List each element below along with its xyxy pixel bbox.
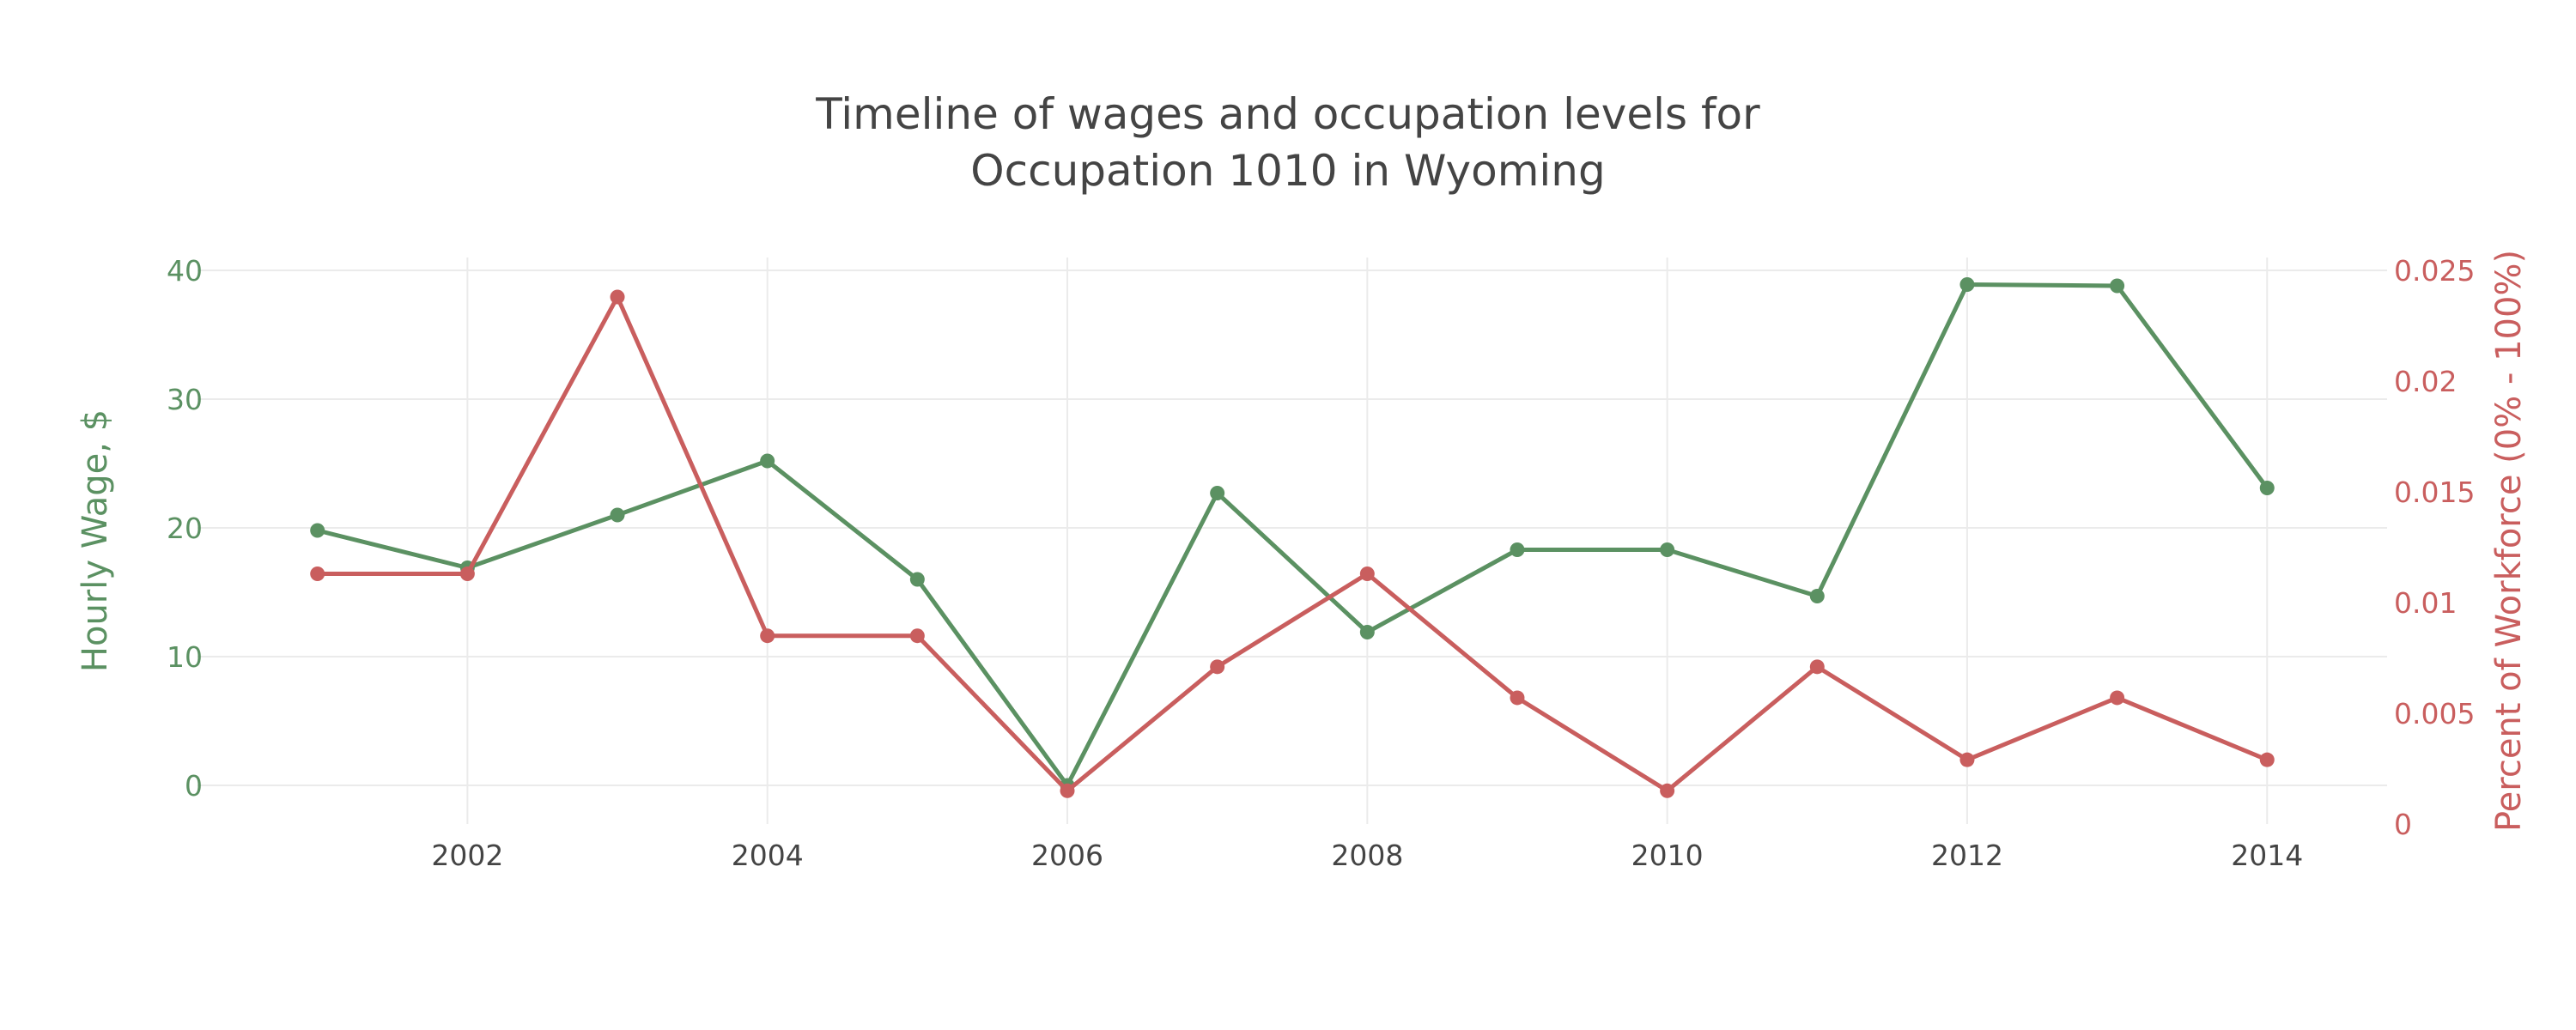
workforce-series-line bbox=[317, 294, 2269, 793]
grid-layer bbox=[197, 258, 2387, 824]
workforce-series-point bbox=[909, 628, 925, 644]
right-axis-title: Percent of Workforce (0% - 100%) bbox=[2489, 250, 2529, 832]
wage-series-point bbox=[2259, 481, 2275, 495]
wage-series-point bbox=[1359, 625, 1375, 639]
workforce-series-point bbox=[1210, 659, 1225, 675]
left-y-tick-label: 20 bbox=[167, 512, 203, 545]
wage-series-point bbox=[610, 507, 625, 523]
axis-layer: 2002 2004 2006 2008 2010 2012 2014 0 10 20 30 40 0 0.… bbox=[167, 254, 2475, 872]
right-y-tick-label: 0.01 bbox=[2394, 586, 2457, 620]
right-y-tick-label: 0.02 bbox=[2394, 365, 2457, 398]
x-tick-label: 2002 bbox=[431, 839, 503, 872]
series-layer bbox=[310, 277, 2275, 798]
wage-series-point bbox=[2110, 278, 2125, 294]
x-tick-label: 2008 bbox=[1331, 839, 1403, 872]
left-y-tick-label: 10 bbox=[167, 640, 203, 674]
x-tick-label: 2006 bbox=[1031, 839, 1103, 872]
workforce-series-point bbox=[459, 566, 475, 581]
workforce-series-point bbox=[1660, 783, 1675, 798]
chart-title-line-1: Timeline of wages and occupation levels … bbox=[816, 89, 1760, 139]
wage-series-point bbox=[760, 453, 775, 469]
workforce-series-point bbox=[1809, 659, 1825, 675]
wage-series-point bbox=[1210, 486, 1225, 500]
wage-series-point bbox=[1809, 589, 1825, 603]
wage-series-line bbox=[317, 282, 2269, 788]
chart-title-line-2: Occupation 1010 in Wyoming bbox=[970, 146, 1606, 196]
right-y-tick-label: 0 bbox=[2394, 808, 2412, 841]
x-tick-label: 2004 bbox=[732, 839, 804, 872]
wage-series-point bbox=[909, 572, 925, 587]
x-tick-label: 2014 bbox=[2231, 839, 2303, 872]
workforce-series-point bbox=[1359, 566, 1375, 581]
right-y-tick-label: 0.025 bbox=[2394, 254, 2475, 288]
wage-series-point bbox=[310, 523, 325, 538]
workforce-series-point bbox=[1510, 690, 1525, 706]
right-y-tick-label: 0.015 bbox=[2394, 476, 2475, 509]
left-y-tick-label: 0 bbox=[185, 769, 203, 803]
x-tick-label: 2012 bbox=[1931, 839, 2003, 872]
wage-series-point bbox=[1660, 542, 1675, 557]
wage-series-point bbox=[1510, 542, 1525, 557]
wage-series-point bbox=[1959, 277, 1975, 292]
workforce-series-point bbox=[310, 566, 325, 581]
workforce-series-point bbox=[2259, 752, 2275, 767]
workforce-series-point bbox=[760, 628, 775, 644]
workforce-series-point bbox=[1060, 783, 1075, 798]
left-y-tick-label: 30 bbox=[167, 383, 203, 416]
workforce-series-point bbox=[1959, 752, 1975, 767]
right-y-tick-label: 0.005 bbox=[2394, 697, 2475, 730]
workforce-series-point bbox=[2110, 690, 2125, 706]
left-axis-title: Hourly Wage, $ bbox=[76, 409, 115, 672]
x-tick-label: 2010 bbox=[1631, 839, 1704, 872]
workforce-series-point bbox=[610, 289, 625, 305]
left-y-tick-label: 40 bbox=[167, 254, 203, 288]
